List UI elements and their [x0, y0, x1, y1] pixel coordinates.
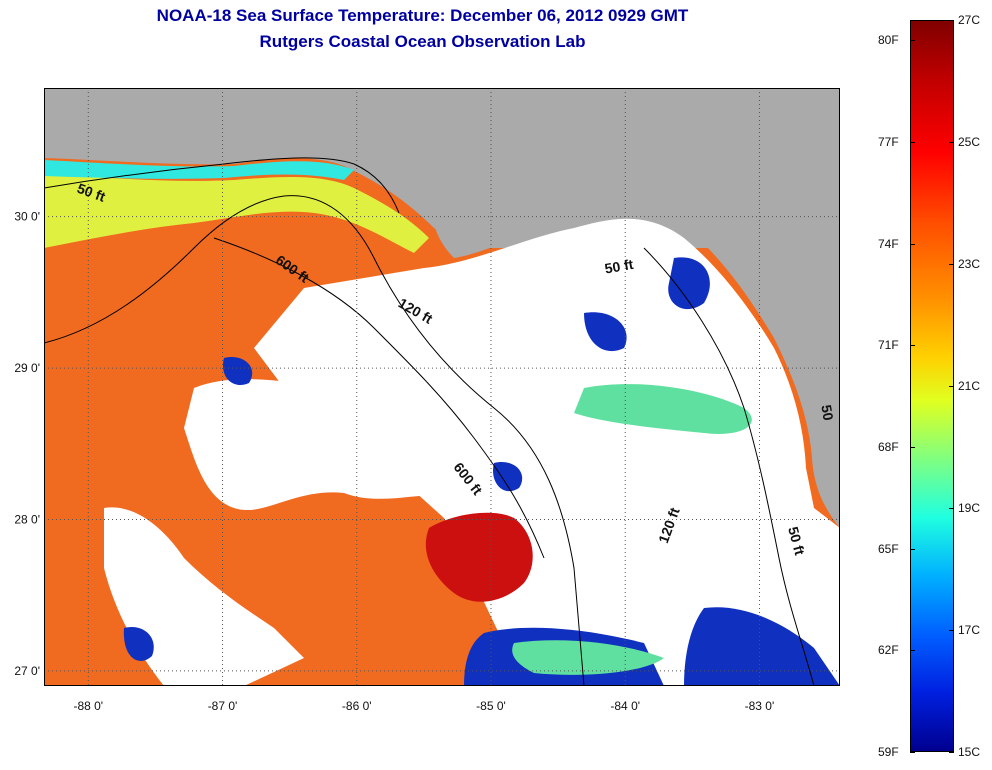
celsius-tick [949, 752, 954, 753]
fahrenheit-tick [910, 142, 915, 143]
fahrenheit-label: 59F [878, 745, 899, 759]
lat-tick-label: 28 0' [14, 512, 40, 526]
warm-core [425, 512, 533, 602]
lat-tick-label: 30 0' [14, 210, 40, 224]
lon-tick-label: -87 0' [208, 699, 238, 713]
fahrenheit-tick [910, 650, 915, 652]
sst-map[interactable]: 50 ft 600 ft 120 ft 50 ft 600 ft 120 ft 50 ft 5… [44, 88, 840, 686]
lon-tick-label: -83 0' [745, 699, 775, 713]
lat-tick-label: 27 0' [14, 664, 40, 678]
contour-600ft [213, 237, 545, 559]
cold-patch-west [223, 357, 253, 386]
celsius-tick [949, 508, 954, 509]
lon-tick-label: -88 0' [73, 699, 103, 713]
lat-tick-label: 29 0' [14, 361, 40, 375]
celsius-label: 21C [958, 379, 981, 393]
contour-depth-label: 50 ft [785, 525, 808, 557]
cloud-south [104, 507, 304, 686]
contour-50ft-east [643, 247, 815, 686]
celsius-label: 27C [958, 13, 981, 27]
cloud-east [254, 218, 840, 686]
celsius-label: 23C [958, 257, 981, 271]
green-patch-south [512, 640, 664, 675]
fahrenheit-tick [910, 447, 915, 448]
land-northeast [433, 88, 840, 528]
contour-depth-label: 50 [818, 404, 836, 422]
celsius-tick [949, 264, 954, 265]
lon-tick-label: -85 0' [476, 699, 506, 713]
map-frame [44, 88, 840, 686]
lon-tick-label: -84 0' [610, 699, 640, 713]
temperature-colorbar [910, 20, 954, 752]
contour-depth-label: 50 ft [603, 256, 634, 277]
map-title: NOAA-18 Sea Surface Temperature: Decembe… [156, 6, 689, 25]
fahrenheit-tick [910, 345, 915, 347]
lon-tick-label: -86 0' [342, 699, 372, 713]
nearshore-cool-band [44, 173, 429, 253]
celsius-label: 17C [958, 623, 981, 637]
contour-50ft-north [44, 157, 400, 214]
fahrenheit-tick [910, 548, 915, 550]
cold-patch-southwest [123, 627, 154, 661]
cold-patch-northeast [668, 257, 710, 310]
fahrenheit-label: 65F [878, 541, 899, 556]
fahrenheit-label: 71F [878, 338, 899, 353]
fahrenheit-tick [910, 40, 915, 42]
map-subtitle: Rutgers Coastal Ocean Observation Lab [259, 32, 586, 51]
cold-patch-southeast [684, 607, 840, 686]
cold-patch-east [584, 312, 627, 352]
cold-patch-center [493, 462, 523, 492]
celsius-label: 25C [958, 135, 981, 149]
celsius-tick [949, 20, 954, 21]
contour-120ft [44, 195, 585, 686]
celsius-label: 19C [958, 501, 981, 515]
fahrenheit-label: 80F [878, 33, 899, 48]
celsius-tick [949, 386, 954, 387]
fahrenheit-label: 74F [878, 236, 899, 251]
fahrenheit-label: 68F [878, 440, 899, 454]
fahrenheit-tick [910, 243, 915, 245]
green-patch-east [574, 384, 752, 434]
fahrenheit-label: 62F [878, 643, 899, 658]
fahrenheit-tick [910, 752, 915, 753]
celsius-tick [949, 142, 954, 143]
celsius-tick [949, 630, 954, 631]
graticule [44, 88, 840, 686]
celsius-label: 15C [958, 745, 981, 759]
cloud-central [184, 379, 484, 511]
coastal-cyan-band [44, 160, 354, 180]
fahrenheit-label: 77F [878, 135, 899, 149]
